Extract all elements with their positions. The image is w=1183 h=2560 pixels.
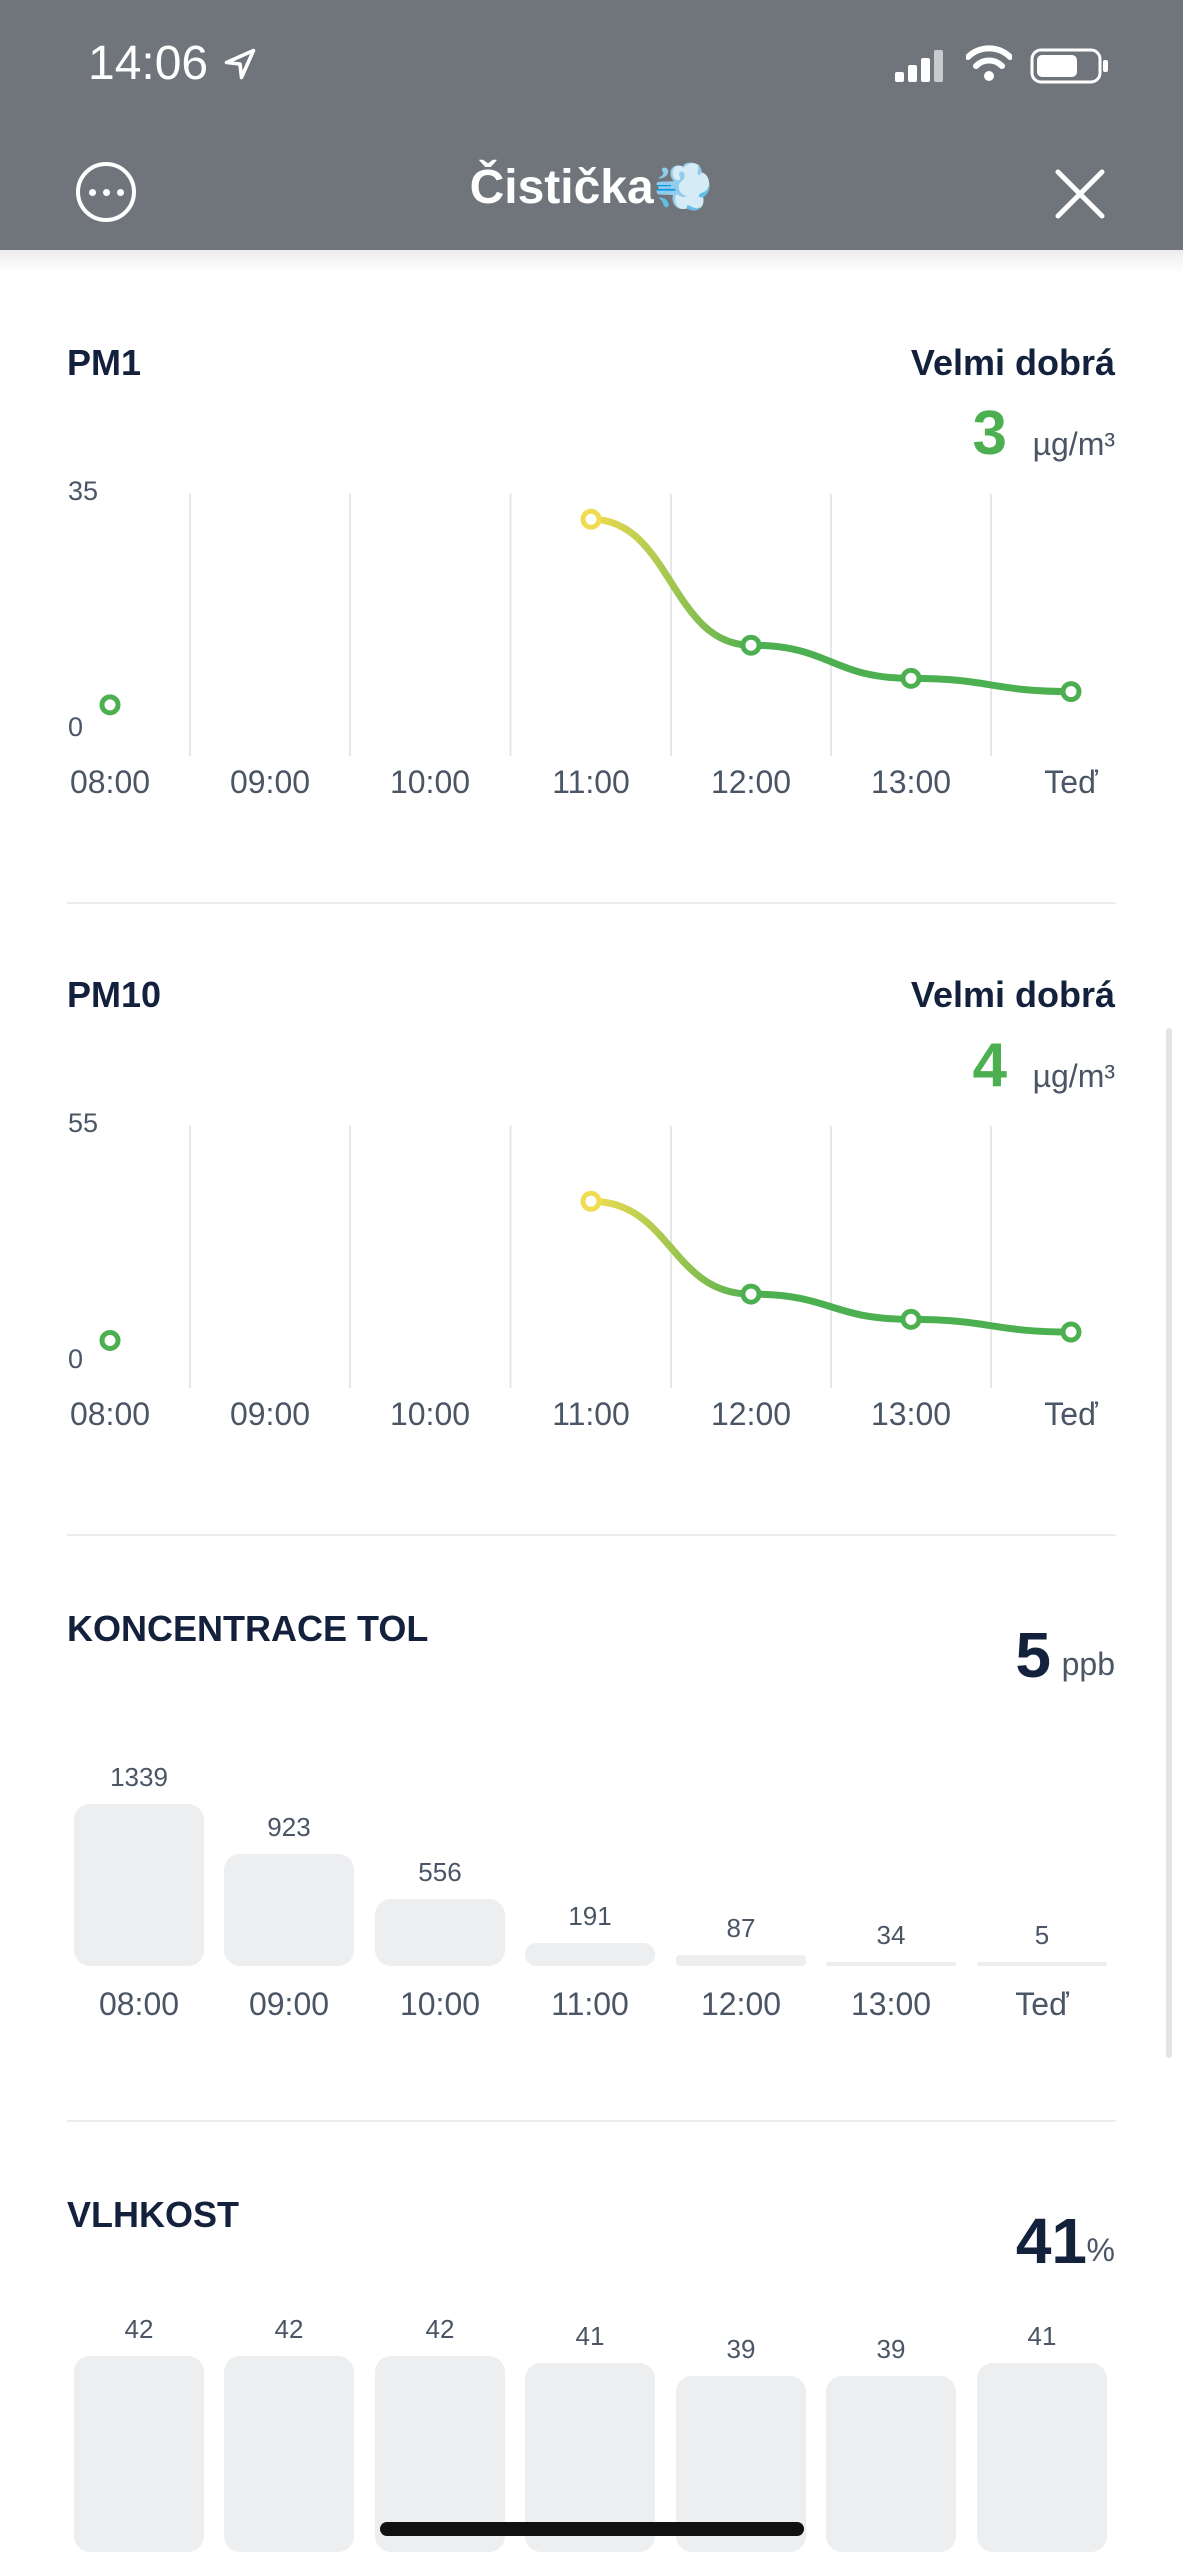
pm1-x-tick-label: Teď: [1044, 764, 1098, 800]
tol-x-tick-label: 12:00: [700, 1986, 782, 2022]
tol-bar: [977, 1962, 1107, 1966]
pm10-x-tick-label: 11:00: [552, 1396, 630, 1432]
status-time: 14:06: [88, 37, 209, 90]
vlhkost-bar-value-label: 42: [274, 2314, 304, 2344]
pm10-ymax-label: 55: [68, 1108, 99, 1138]
pm1-unit: µg/m³: [1032, 426, 1115, 462]
tol-bar: [525, 1942, 655, 1966]
pm1-x-tick-label: 12:00: [710, 764, 792, 800]
pm1-rating: Velmi dobrá: [910, 342, 1115, 383]
tol-bar: [676, 1955, 806, 1966]
pm1-title: PM1: [67, 342, 142, 383]
tol-bar: [224, 1854, 354, 1966]
location-arrow-icon: [224, 48, 256, 80]
vlhkost-bar: [375, 2356, 505, 2552]
vlhkost-bar-value-label: 39: [726, 2333, 756, 2364]
pm10-value: 4: [972, 1031, 1007, 1100]
pm10-x-tick-label: Teď: [1044, 1396, 1098, 1432]
pm10-data-point: [1060, 1321, 1082, 1343]
tol-x-tick-label: Teď: [1015, 1986, 1069, 2022]
pm1-data-point: [900, 667, 922, 689]
pm10-x-tick-label: 13:00: [870, 1396, 952, 1432]
tol-x-tick-label: 13:00: [850, 1986, 932, 2022]
pm10-x-tick-label: 08:00: [69, 1396, 151, 1432]
pm10-series-line: [587, 1197, 1075, 1336]
tol-x-tick-label: 11:00: [551, 1986, 629, 2022]
pm10-data-point: [580, 1190, 602, 1212]
pm1-value: 3: [972, 399, 1007, 468]
pm10-data-point: [99, 1329, 121, 1351]
pm10-x-tick-label: 10:00: [389, 1396, 471, 1432]
tol-bar-value-label: 556: [418, 1856, 462, 1887]
pm1-x-tick-label: 09:00: [229, 764, 311, 800]
pm10-rating: Velmi dobrá: [910, 974, 1115, 1015]
pm1-data-point: [740, 634, 762, 656]
pm10-x-tick-label: 12:00: [710, 1396, 792, 1432]
vlhkost-unit: %: [1086, 2232, 1115, 2268]
tol-value: 5: [1015, 1619, 1051, 1691]
more-options-button[interactable]: [76, 162, 136, 222]
vlhkost-bar: [74, 2356, 204, 2552]
header-shadow: [0, 250, 1183, 272]
divider: [67, 902, 1116, 904]
tol-bar: [74, 1804, 204, 1966]
pm1-x-tick-label: 13:00: [870, 764, 952, 800]
vlhkost-bar: [977, 2362, 1107, 2552]
home-indicator[interactable]: [380, 2522, 804, 2536]
tol-bar-value-label: 5: [1034, 1920, 1050, 1950]
pm10-title: PM10: [67, 974, 162, 1015]
pm1-x-tick-label: 11:00: [552, 764, 630, 800]
vlhkost-title: VLHKOST: [67, 2194, 240, 2235]
pm10-ymin-label: 0: [68, 1344, 84, 1374]
close-icon[interactable]: [1052, 166, 1108, 222]
pm1-line-chart: [99, 494, 1082, 756]
vlhkost-bar: [525, 2362, 655, 2552]
pm1-x-tick-label: 10:00: [389, 764, 471, 800]
pm10-data-point: [900, 1308, 922, 1330]
pm10-x-tick-label: 09:00: [229, 1396, 311, 1432]
vlhkost-bar-value-label: 41: [575, 2320, 605, 2351]
pm1-data-point: [1060, 681, 1082, 703]
tol-title: KONCENTRACE TOL: [67, 1608, 429, 1649]
pm1-ymax-label: 35: [68, 476, 99, 506]
pm1-x-tick-label: 08:00: [69, 764, 151, 800]
tol-bar-value-label: 87: [726, 1913, 756, 1944]
cellular-signal-icon: [895, 50, 943, 82]
battery-icon: [1030, 48, 1108, 84]
tol-x-tick-label: 08:00: [98, 1986, 180, 2022]
page-title: Čistička💨: [469, 161, 714, 214]
divider: [67, 1534, 1116, 1536]
vlhkost-bar-value-label: 42: [425, 2314, 455, 2344]
vlhkost-bar: [826, 2375, 956, 2552]
wifi-icon: [966, 45, 1012, 81]
pm1-data-point: [99, 694, 121, 716]
vlhkost-value: 41: [1015, 2205, 1087, 2277]
pm10-unit: µg/m³: [1032, 1058, 1115, 1094]
scrollbar[interactable]: [1166, 1028, 1172, 2058]
tol-bar: [826, 1961, 956, 1966]
vlhkost-bar-value-label: 39: [876, 2333, 906, 2364]
tol-bar-value-label: 191: [568, 1900, 612, 1931]
pm10-line-chart: [99, 1126, 1082, 1388]
tol-bar-value-label: 1339: [110, 1762, 168, 1792]
vlhkost-bar-value-label: 42: [124, 2314, 154, 2344]
tol-bar-value-label: 34: [876, 1919, 906, 1950]
vlhkost-bar-value-label: 41: [1027, 2320, 1057, 2351]
tol-x-tick-label: 10:00: [399, 1986, 481, 2022]
pm10-data-point: [740, 1283, 762, 1305]
divider: [67, 2120, 1116, 2122]
vlhkost-bar: [224, 2356, 354, 2552]
pm1-data-point: [580, 508, 602, 530]
top-bar: 14:06 Čistička💨: [0, 0, 1183, 250]
tol-bar-value-label: 923: [267, 1812, 311, 1843]
tol-unit: ppb: [1061, 1646, 1115, 1682]
pm1-ymin-label: 0: [68, 712, 84, 742]
pm1-series-line: [587, 515, 1075, 696]
tol-bar: [375, 1898, 505, 1966]
tol-x-tick-label: 09:00: [248, 1986, 330, 2022]
